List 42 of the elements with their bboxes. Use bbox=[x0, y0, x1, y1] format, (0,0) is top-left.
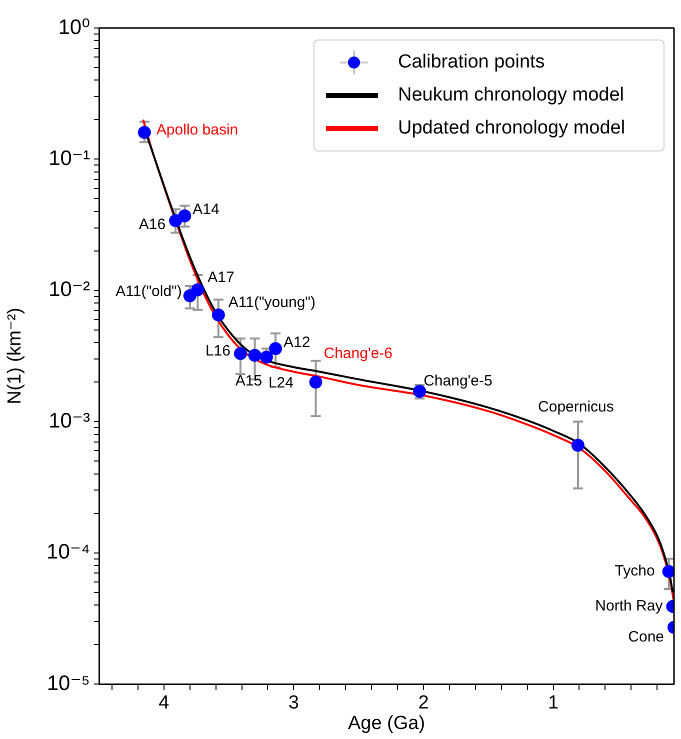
point bbox=[309, 376, 322, 389]
point bbox=[178, 209, 192, 222]
y-tick-label: 10⁻³ bbox=[48, 409, 90, 432]
annotation: A15 bbox=[235, 372, 262, 390]
point bbox=[269, 342, 282, 356]
annotation: Chang'e-6 bbox=[324, 345, 393, 362]
point bbox=[260, 350, 273, 364]
y-tick-label: 10⁻⁴ bbox=[46, 540, 90, 564]
annotation: Chang'e-5 bbox=[424, 372, 492, 390]
annotation: A14 bbox=[192, 200, 220, 218]
point bbox=[234, 347, 247, 360]
annotation: L24 bbox=[268, 374, 294, 392]
x-axis-title: Age (Ga) bbox=[348, 712, 426, 734]
annotation: A11("young") bbox=[228, 294, 316, 312]
annotation: Apollo basin bbox=[156, 122, 238, 139]
x-tick-label: 2 bbox=[418, 692, 429, 714]
annotation: A17 bbox=[208, 268, 234, 286]
y-axis-title: N(1) (km⁻²) bbox=[4, 308, 26, 404]
annotation: Tycho bbox=[614, 562, 655, 580]
annotation: A12 bbox=[284, 334, 310, 351]
annotation: Cone bbox=[628, 628, 664, 646]
y-tick-label: 10⁻¹ bbox=[48, 146, 90, 170]
annotation: A16 bbox=[138, 216, 166, 233]
x-tick-label: 4 bbox=[158, 692, 170, 714]
legend-label: Neukum chronology model bbox=[398, 84, 624, 106]
point bbox=[212, 308, 225, 322]
y-tick-label: 10⁻² bbox=[48, 278, 90, 302]
point bbox=[191, 283, 204, 296]
annotation: A11("old") bbox=[116, 282, 182, 300]
y-tick-label: 10⁻⁵ bbox=[46, 672, 90, 695]
y-tick-label: 10⁰ bbox=[58, 16, 90, 39]
point bbox=[248, 348, 262, 362]
point bbox=[138, 126, 151, 139]
legend-label: Calibration points bbox=[398, 52, 545, 73]
annotation: L16 bbox=[205, 342, 230, 360]
annotation: North Ray bbox=[595, 598, 664, 615]
legend-label: Updated chronology model bbox=[398, 118, 626, 139]
x-tick-label: 3 bbox=[288, 692, 299, 714]
x-tick-label: 1 bbox=[548, 692, 559, 714]
point bbox=[662, 565, 674, 578]
annotation: Copernicus bbox=[538, 398, 614, 416]
point bbox=[571, 438, 584, 452]
